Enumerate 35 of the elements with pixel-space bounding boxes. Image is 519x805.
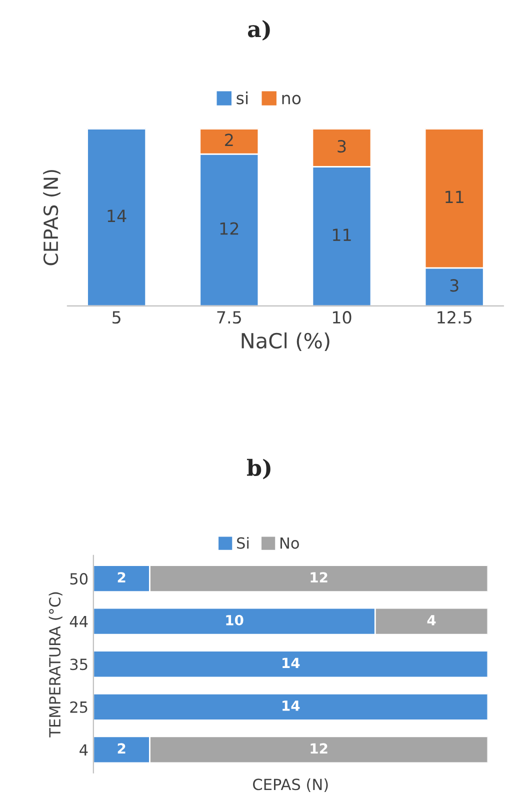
chart-title: b) [246, 458, 270, 480]
x-axis-title: NaCl (%) [242, 332, 330, 352]
bar [86, 128, 147, 306]
data-label: 11 [332, 228, 351, 241]
data-label: 3 [450, 279, 458, 292]
data-label: 14 [282, 700, 300, 711]
y-tick-label: 50 [70, 573, 88, 585]
data-label: 2 [118, 743, 126, 754]
data-label: 14 [108, 210, 126, 222]
y-tick-label: 25 [70, 701, 88, 713]
legend-label: si [236, 91, 248, 104]
y-tick-label: 4 [80, 744, 88, 756]
y-axis-title: TEMPERATURA (°C) [48, 592, 62, 738]
data-label: 12 [310, 743, 328, 754]
data-label: 2 [225, 134, 233, 146]
data-label: 12 [220, 222, 238, 235]
data-label: 14 [282, 658, 300, 668]
x-tick-label: 5 [112, 311, 120, 324]
legend-label: no [282, 94, 301, 104]
x-tick-label: 7.5 [217, 311, 241, 324]
y-axis-title: CEPAS (N) [43, 170, 60, 266]
data-label: 12 [310, 572, 328, 582]
legend-label: Si [237, 537, 249, 549]
legend-label: No [280, 537, 299, 549]
x-tick-label: 10 [332, 311, 352, 324]
data-label: 10 [226, 614, 244, 626]
data-label: 2 [118, 572, 126, 582]
data-label: 3 [338, 140, 346, 153]
x-axis-title: CEPAS (N) [253, 778, 328, 792]
y-tick-label: 35 [70, 658, 88, 670]
x-tick-label: 12.5 [438, 311, 472, 324]
chart-title: a) [248, 20, 270, 40]
data-label: 11 [446, 190, 464, 203]
data-label: 4 [427, 615, 436, 626]
y-tick-label: 44 [70, 616, 88, 628]
